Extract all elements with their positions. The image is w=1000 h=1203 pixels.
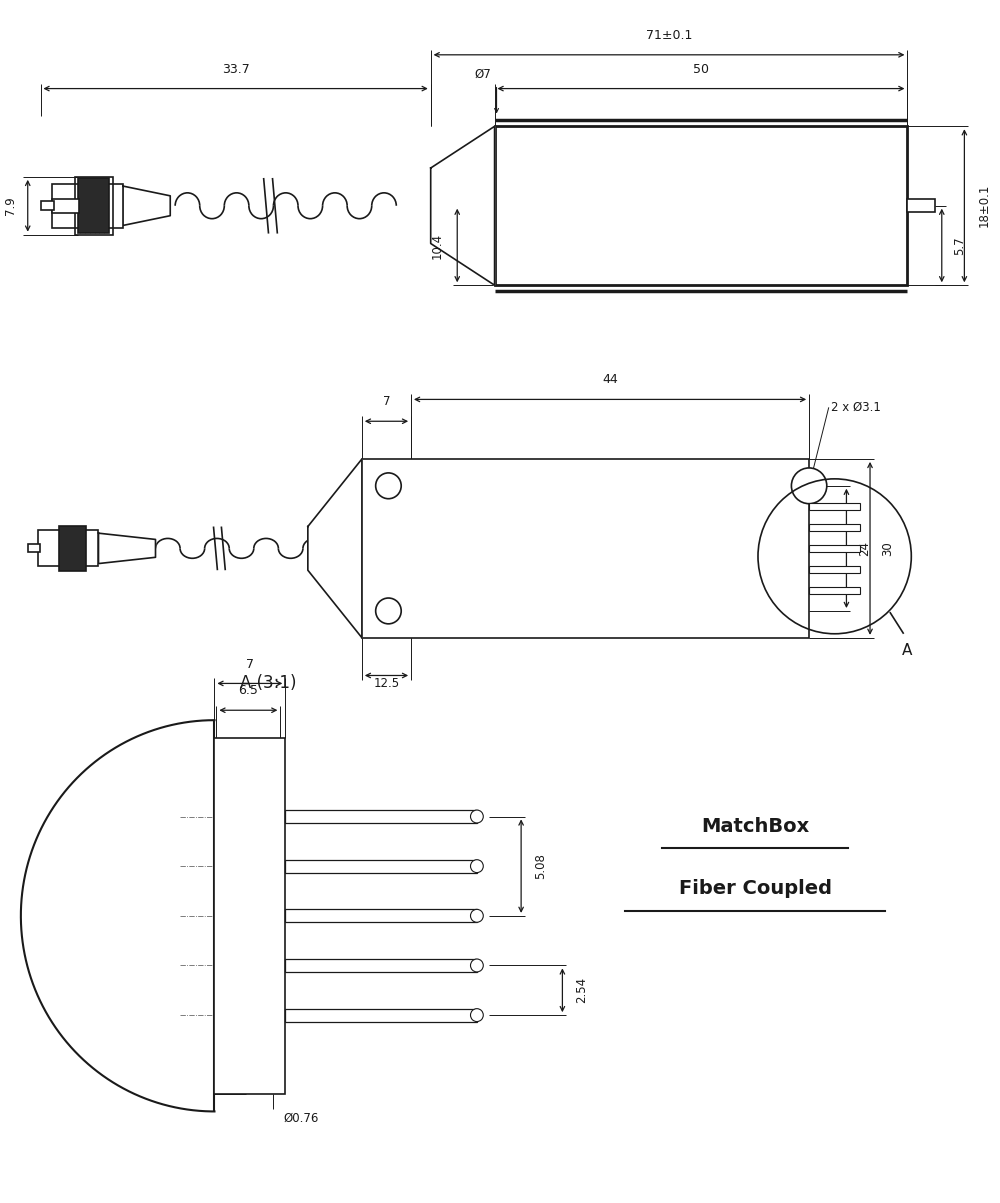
Circle shape	[471, 810, 483, 823]
Bar	[907, 200, 935, 212]
Text: MatchBox: MatchBox	[701, 817, 809, 836]
Text: 30: 30	[881, 541, 894, 556]
Bar	[28, 545, 40, 552]
Text: 7: 7	[383, 396, 390, 408]
Circle shape	[791, 468, 827, 504]
Bar	[285, 810, 477, 823]
Bar	[41, 201, 54, 211]
Bar	[75, 177, 113, 235]
Text: 7: 7	[246, 658, 254, 670]
Bar	[809, 503, 860, 510]
Bar	[362, 460, 809, 638]
Bar	[809, 525, 860, 531]
Bar	[78, 178, 109, 233]
Text: 5.7: 5.7	[953, 236, 966, 255]
Circle shape	[376, 473, 401, 499]
Text: A (3:1): A (3:1)	[240, 675, 297, 693]
Circle shape	[471, 909, 483, 923]
Text: 33.7: 33.7	[222, 63, 249, 76]
Text: 5.08: 5.08	[534, 853, 547, 879]
Text: A: A	[901, 644, 912, 658]
Bar	[214, 739, 285, 1094]
Text: 50: 50	[693, 63, 709, 76]
Bar	[52, 198, 79, 213]
Text: 3.8: 3.8	[224, 1045, 237, 1063]
Text: 71±0.1: 71±0.1	[646, 29, 692, 42]
Bar	[38, 531, 98, 567]
Text: 12.5: 12.5	[373, 677, 400, 691]
Text: 2 x Ø3.1: 2 x Ø3.1	[831, 401, 881, 414]
Circle shape	[471, 1008, 483, 1021]
Text: 24: 24	[858, 541, 871, 556]
Text: Fiber Coupled: Fiber Coupled	[679, 879, 832, 899]
Text: Ø0.76: Ø0.76	[283, 1112, 319, 1125]
Bar	[285, 959, 477, 972]
Text: 7.9: 7.9	[4, 196, 17, 215]
Bar	[285, 1008, 477, 1021]
Bar	[59, 526, 86, 570]
Text: 2.54: 2.54	[576, 977, 589, 1003]
Bar	[809, 545, 860, 552]
Bar	[285, 860, 477, 872]
Text: 18±0.1: 18±0.1	[978, 184, 991, 227]
Text: 6.5: 6.5	[238, 685, 258, 698]
Polygon shape	[431, 126, 495, 285]
Text: 44: 44	[602, 373, 618, 386]
Circle shape	[471, 959, 483, 972]
Polygon shape	[98, 533, 156, 563]
Circle shape	[376, 598, 401, 624]
Bar	[285, 909, 477, 923]
Bar	[495, 126, 907, 285]
Polygon shape	[123, 186, 170, 225]
Polygon shape	[308, 460, 362, 638]
Text: 10.4: 10.4	[431, 232, 444, 259]
Bar	[809, 587, 860, 593]
Circle shape	[471, 860, 483, 872]
Bar	[809, 565, 860, 573]
Text: Ø7: Ø7	[474, 67, 491, 81]
Bar	[52, 184, 123, 227]
